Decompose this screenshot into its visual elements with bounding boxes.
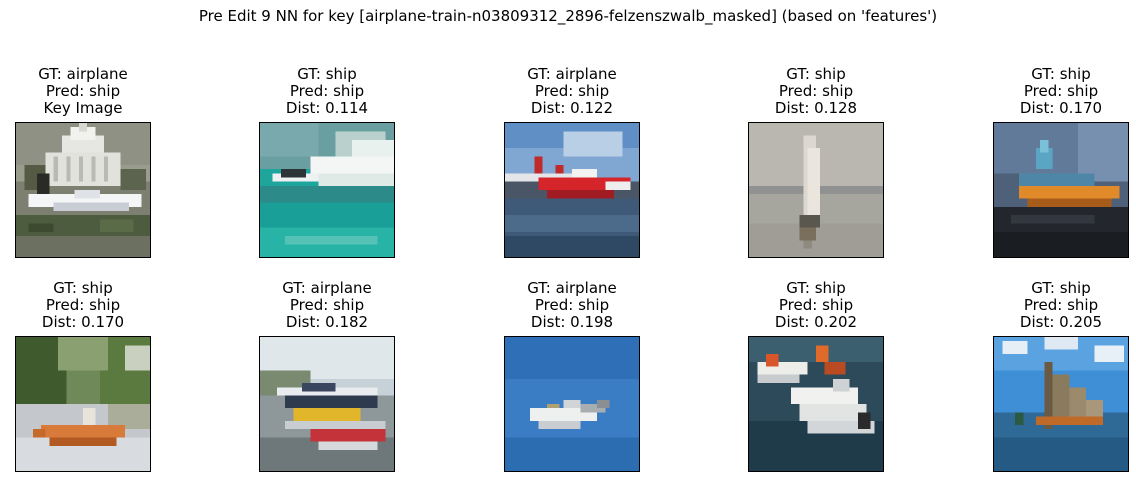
gt-label: GT: ship <box>1031 279 1091 297</box>
distance-label: Dist: 0.205 <box>1019 313 1103 331</box>
panel-9: GT: ship Pred: ship Dist: 0.202 <box>748 277 884 487</box>
distance-label: Dist: 0.202 <box>774 313 858 331</box>
thumbnail-image <box>504 336 640 472</box>
panel-2: GT: ship Pred: ship Dist: 0.114 <box>259 63 395 273</box>
panel-caption: GT: airplane Pred: ship Key Image <box>0 66 191 117</box>
thumbnail-image <box>15 336 151 472</box>
panel-caption: GT: airplane Pred: ship Dist: 0.198 <box>464 280 680 331</box>
panel-caption: GT: airplane Pred: ship Dist: 0.182 <box>219 280 435 331</box>
pred-label: Pred: ship <box>1023 296 1099 314</box>
panel-6: GT: ship Pred: ship Dist: 0.170 <box>15 277 151 487</box>
panel-8: GT: airplane Pred: ship Dist: 0.198 <box>504 277 640 487</box>
panel-5: GT: ship Pred: ship Dist: 0.170 <box>993 63 1129 273</box>
thumbnail-image <box>993 122 1129 258</box>
pred-label: Pred: ship <box>778 82 854 100</box>
gt-label: GT: airplane <box>527 279 617 297</box>
pred-label: Pred: ship <box>289 82 365 100</box>
gt-label: GT: airplane <box>38 65 128 83</box>
thumbnail-image <box>748 122 884 258</box>
distance-label: Dist: 0.170 <box>1019 99 1103 117</box>
gt-label: GT: ship <box>786 65 846 83</box>
gt-label: GT: airplane <box>282 279 372 297</box>
distance-label: Dist: 0.128 <box>774 99 858 117</box>
pred-label: Pred: ship <box>534 82 610 100</box>
gt-label: GT: ship <box>1031 65 1091 83</box>
pred-label: Pred: ship <box>45 82 121 100</box>
pred-label: Pred: ship <box>1023 82 1099 100</box>
gt-label: GT: ship <box>786 279 846 297</box>
gt-label: GT: airplane <box>527 65 617 83</box>
pred-label: Pred: ship <box>289 296 365 314</box>
gt-label: GT: ship <box>53 279 113 297</box>
pred-label: Pred: ship <box>778 296 854 314</box>
panel-1: GT: airplane Pred: ship Key Image <box>15 63 151 273</box>
figure-title: Pre Edit 9 NN for key [airplane-train-n0… <box>198 7 938 25</box>
distance-label: Dist: 0.122 <box>530 99 614 117</box>
panel-caption: GT: airplane Pred: ship Dist: 0.122 <box>464 66 680 117</box>
panel-caption: GT: ship Pred: ship Dist: 0.170 <box>0 280 191 331</box>
panel-4: GT: ship Pred: ship Dist: 0.128 <box>748 63 884 273</box>
thumbnail-image <box>259 122 395 258</box>
key-image-label: Key Image <box>43 99 123 117</box>
pred-label: Pred: ship <box>45 296 121 314</box>
panel-caption: GT: ship Pred: ship Dist: 0.170 <box>953 66 1136 117</box>
distance-label: Dist: 0.182 <box>285 313 369 331</box>
thumbnail-image <box>748 336 884 472</box>
panel-caption: GT: ship Pred: ship Dist: 0.205 <box>953 280 1136 331</box>
panel-7: GT: airplane Pred: ship Dist: 0.182 <box>259 277 395 487</box>
gt-label: GT: ship <box>297 65 357 83</box>
thumbnail-image <box>259 336 395 472</box>
thumbnail-image <box>993 336 1129 472</box>
thumbnail-image <box>15 122 151 258</box>
panel-3: GT: airplane Pred: ship Dist: 0.122 <box>504 63 640 273</box>
panel-caption: GT: ship Pred: ship Dist: 0.202 <box>708 280 924 331</box>
distance-label: Dist: 0.198 <box>530 313 614 331</box>
pred-label: Pred: ship <box>534 296 610 314</box>
panel-caption: GT: ship Pred: ship Dist: 0.114 <box>219 66 435 117</box>
distance-label: Dist: 0.170 <box>41 313 125 331</box>
panel-10: GT: ship Pred: ship Dist: 0.205 <box>993 277 1129 487</box>
distance-label: Dist: 0.114 <box>285 99 369 117</box>
panel-caption: GT: ship Pred: ship Dist: 0.128 <box>708 66 924 117</box>
thumbnail-image <box>504 122 640 258</box>
